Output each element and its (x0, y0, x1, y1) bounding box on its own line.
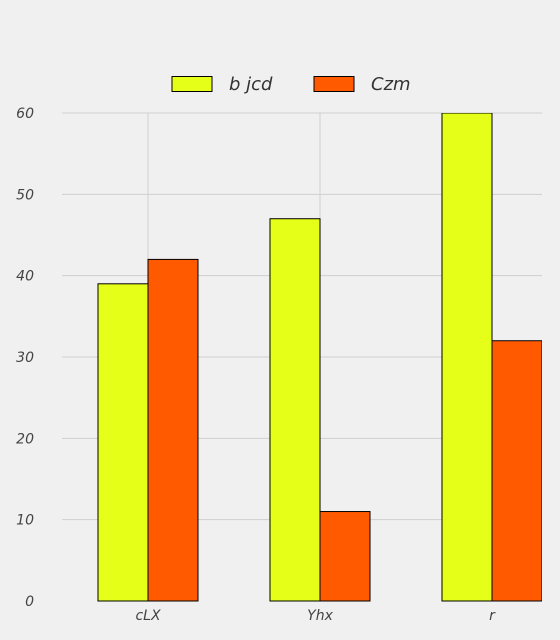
bars (97, 113, 542, 602)
x-tick-label: r (489, 608, 496, 624)
x-tick-label: cLX (135, 608, 160, 624)
x-tick-label: Yhx (307, 608, 333, 624)
y-tick-label: 60 (16, 106, 34, 122)
y-tick-label: 50 (16, 187, 34, 203)
legend-swatch (171, 76, 213, 92)
x-tick-labels: cLX Yhx r (135, 608, 496, 624)
bar-0-1 (269, 218, 321, 602)
y-tick-label: 30 (16, 350, 34, 366)
bar-0-0 (97, 283, 149, 602)
bar-1-2 (491, 340, 542, 602)
legend-label: b jcd (229, 74, 273, 95)
bar-1-1 (319, 511, 371, 602)
legend-label: Czm (371, 74, 411, 95)
bar-0-2 (441, 113, 493, 602)
y-tick-labels: 0 10 20 30 40 50 60 (16, 106, 34, 610)
y-tick-label: 40 (16, 269, 34, 285)
legend: b jcd Czm (171, 74, 411, 95)
y-tick-label: 20 (16, 431, 34, 447)
bar-1-0 (147, 258, 199, 602)
legend-swatch (313, 76, 355, 92)
y-tick-label: 0 (25, 594, 34, 610)
y-tick-label: 10 (16, 513, 34, 529)
